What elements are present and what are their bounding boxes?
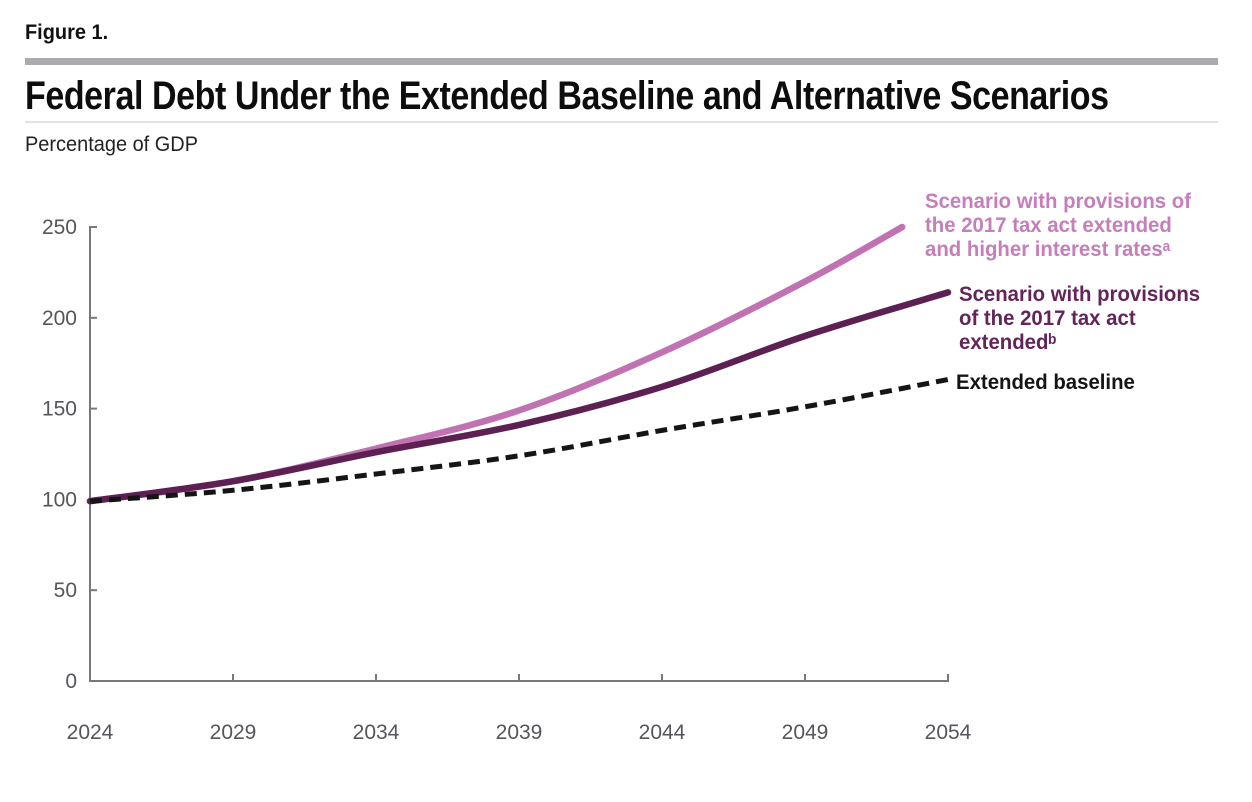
x-tick-label: 2029 (210, 721, 257, 744)
page-title: Federal Debt Under the Extended Baseline… (25, 74, 1109, 118)
axes (89, 226, 949, 682)
x-tick-label: 2049 (782, 721, 829, 744)
title-rule-divider (25, 121, 1218, 123)
series-line-2 (89, 377, 949, 504)
y-tick-label: 50 (54, 579, 77, 602)
y-tick-label: 150 (42, 398, 77, 421)
x-tick-label: 2044 (639, 721, 686, 744)
legend-label-extended-baseline: Extended baseline (956, 371, 1135, 394)
y-axis-unit-label: Percentage of GDP (25, 133, 199, 156)
x-tick-label: 2034 (353, 721, 400, 744)
legend-label-tax-act-scenario: Scenario with provisions of the 2017 tax… (959, 283, 1201, 354)
series-line-1 (86, 289, 952, 505)
legend-label-higher-rates-scenario: Scenario with provisions of the 2017 tax… (925, 190, 1191, 261)
y-tick-label: 100 (42, 488, 77, 511)
x-tick-label: 2039 (496, 721, 543, 744)
y-tick-label: 0 (65, 670, 77, 693)
y-tick-label: 250 (42, 216, 77, 239)
figure-number-label: Figure 1. (25, 21, 109, 44)
y-tick-label: 200 (42, 307, 77, 330)
x-tick-label: 2054 (925, 721, 972, 744)
header-divider-bar (25, 58, 1218, 65)
x-tick-label: 2024 (67, 721, 114, 744)
